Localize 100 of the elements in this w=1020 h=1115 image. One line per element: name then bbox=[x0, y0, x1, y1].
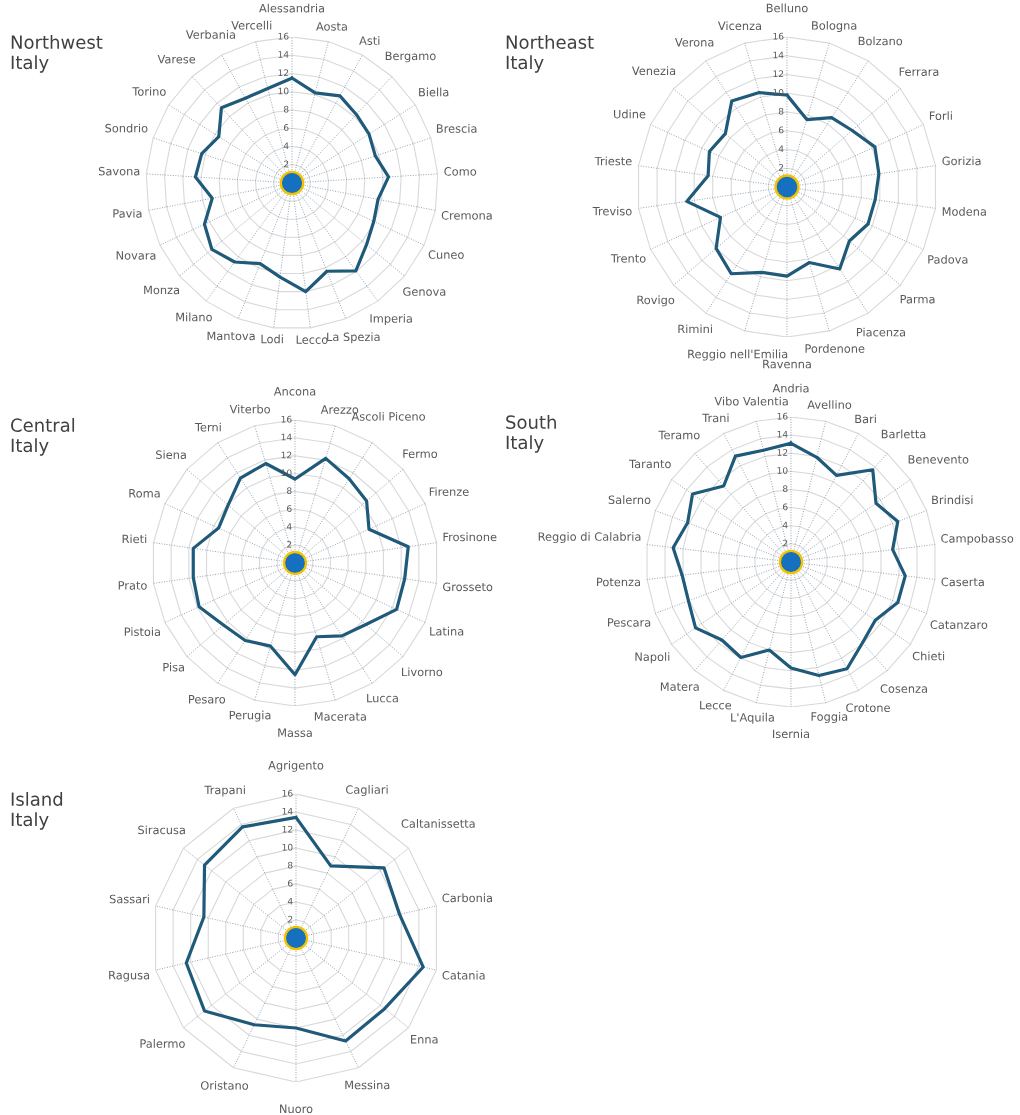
spoke-label: Caltanissetta bbox=[401, 819, 475, 828]
spoke-label: Vicenza bbox=[717, 21, 761, 31]
spoke-label: Reggio di Calabria bbox=[538, 532, 641, 544]
spoke-label: Chieti bbox=[912, 651, 945, 661]
spoke-label: Venezia bbox=[631, 66, 676, 76]
spoke-label: Bergamo bbox=[385, 51, 436, 63]
y-tick-label: 8 bbox=[283, 105, 289, 113]
y-tick-label: 4 bbox=[283, 142, 289, 149]
y-tick-label: 14 bbox=[773, 51, 784, 59]
spoke-label: Trapani bbox=[204, 785, 245, 797]
spoke-label: Reggio nell'Emilia bbox=[688, 349, 788, 361]
spoke-label: Fermo bbox=[403, 449, 438, 459]
spoke-label: Frosinone bbox=[443, 532, 497, 542]
y-tick-label: 16 bbox=[773, 32, 784, 40]
spoke-label: Varese bbox=[157, 54, 196, 64]
y-tick-label: 8 bbox=[287, 487, 292, 495]
y-tick-label: 10 bbox=[777, 467, 788, 474]
spoke-label: Vercelli bbox=[231, 20, 272, 30]
text: Central Italy bbox=[11, 418, 75, 456]
spoke-label: Verbania bbox=[185, 30, 235, 39]
y-tick-label: 8 bbox=[778, 107, 784, 115]
spoke-label: Bolzano bbox=[858, 36, 903, 46]
y-tick-label: 6 bbox=[287, 505, 292, 512]
y-tick-label: 12 bbox=[777, 449, 788, 456]
spoke-label: Imperia bbox=[370, 313, 412, 325]
spoke-label: Avellino bbox=[807, 400, 852, 409]
spoke-label: Enna bbox=[411, 1035, 438, 1044]
y-tick-label: 16 bbox=[777, 412, 788, 420]
spoke-label: Foggia bbox=[811, 712, 848, 724]
y-tick-label: 14 bbox=[282, 807, 293, 815]
spoke-label: Salerno bbox=[608, 495, 651, 505]
spoke-label: Como bbox=[444, 167, 477, 176]
spoke-label: Lecco bbox=[296, 335, 328, 344]
spoke-label: Verona bbox=[674, 38, 714, 47]
spoke-label: Rieti bbox=[122, 534, 147, 544]
spoke-label: Benevento bbox=[908, 455, 969, 464]
spoke-label: Ascoli Piceno bbox=[351, 411, 425, 421]
spoke-label: Teramo bbox=[658, 430, 700, 440]
spoke-label: Piacenza bbox=[856, 327, 906, 337]
spoke-label: Pavia bbox=[113, 208, 142, 218]
spoke-label: Mantova bbox=[207, 331, 255, 341]
spoke-label: Udine bbox=[614, 109, 646, 119]
spoke-label: Messina bbox=[345, 1080, 390, 1090]
y-tick-label: 14 bbox=[278, 51, 289, 58]
spoke-label: Cagliari bbox=[346, 785, 388, 797]
y-tick-label: 10 bbox=[281, 469, 292, 477]
spoke-label: Pistoia bbox=[124, 627, 160, 637]
spoke-label: Latina bbox=[430, 626, 464, 636]
y-tick-label: 8 bbox=[782, 485, 788, 493]
spoke-label: Sassari bbox=[109, 894, 149, 904]
y-tick-label: 2 bbox=[287, 540, 292, 548]
spoke-label: Catanzaro bbox=[930, 620, 988, 629]
y-tick-label: 10 bbox=[282, 843, 293, 851]
spoke-label: Ravenna bbox=[763, 359, 811, 369]
spoke-label: Pescara bbox=[608, 618, 651, 627]
y-tick-label: 4 bbox=[778, 145, 784, 152]
spoke-label: L'Aquila bbox=[731, 712, 774, 724]
spoke-label: Torino bbox=[132, 86, 166, 96]
spoke-label: Ragusa bbox=[109, 970, 150, 982]
spoke-label: Treviso bbox=[592, 206, 632, 216]
spoke-label: Gorizia bbox=[942, 156, 981, 166]
spoke-label: Carbonia bbox=[442, 893, 492, 903]
spoke-label: Ancona bbox=[273, 387, 316, 396]
y-tick-label: 12 bbox=[281, 451, 292, 459]
y-tick-label: 2 bbox=[284, 160, 289, 168]
y-tick-label: 2 bbox=[783, 539, 788, 547]
spoke-label: Terni bbox=[194, 422, 221, 432]
y-tick-label: 4 bbox=[287, 897, 293, 905]
spoke-label: Perugia bbox=[229, 710, 271, 722]
spoke-label: Brescia bbox=[436, 123, 477, 133]
y-tick-label: 12 bbox=[278, 69, 289, 76]
y-tick-label: 4 bbox=[782, 521, 788, 529]
y-tick-label: 16 bbox=[282, 789, 293, 797]
spoke-label: Trieste bbox=[594, 156, 632, 166]
spoke-label: Andria bbox=[772, 383, 809, 393]
spoke-label: Macerata bbox=[314, 712, 366, 721]
spoke-label: Padova bbox=[928, 254, 968, 264]
spoke-label: Siena bbox=[156, 450, 186, 459]
spoke-label: Aosta bbox=[316, 22, 347, 31]
y-tick-label: 6 bbox=[778, 126, 784, 134]
spoke-label: Crotone bbox=[846, 703, 890, 713]
spoke-label: Catania bbox=[442, 970, 485, 980]
y-tick-label: 6 bbox=[288, 879, 293, 887]
spoke-label: Sondrio bbox=[105, 123, 148, 133]
spoke-label: Firenze bbox=[429, 487, 469, 496]
y-tick-label: 2 bbox=[288, 915, 293, 923]
spoke-label: Matera bbox=[660, 682, 699, 691]
spoke-label: Caserta bbox=[941, 577, 984, 587]
spoke-label: Isernia bbox=[773, 729, 810, 739]
spoke-label: Oristano bbox=[200, 1080, 249, 1090]
spoke-label: Rovigo bbox=[637, 295, 675, 307]
spoke-label: Alessandria bbox=[259, 3, 325, 13]
spoke-label: Parma bbox=[900, 294, 935, 304]
spoke-label: Savona bbox=[98, 166, 140, 176]
spoke-label: Agrigento bbox=[268, 760, 324, 772]
spoke-label: Monza bbox=[144, 285, 180, 295]
y-tick-label: 8 bbox=[287, 861, 293, 869]
y-tick-label: 14 bbox=[777, 431, 788, 438]
spoke-label: Biella bbox=[419, 87, 449, 97]
spoke-label: Taranto bbox=[629, 459, 671, 469]
